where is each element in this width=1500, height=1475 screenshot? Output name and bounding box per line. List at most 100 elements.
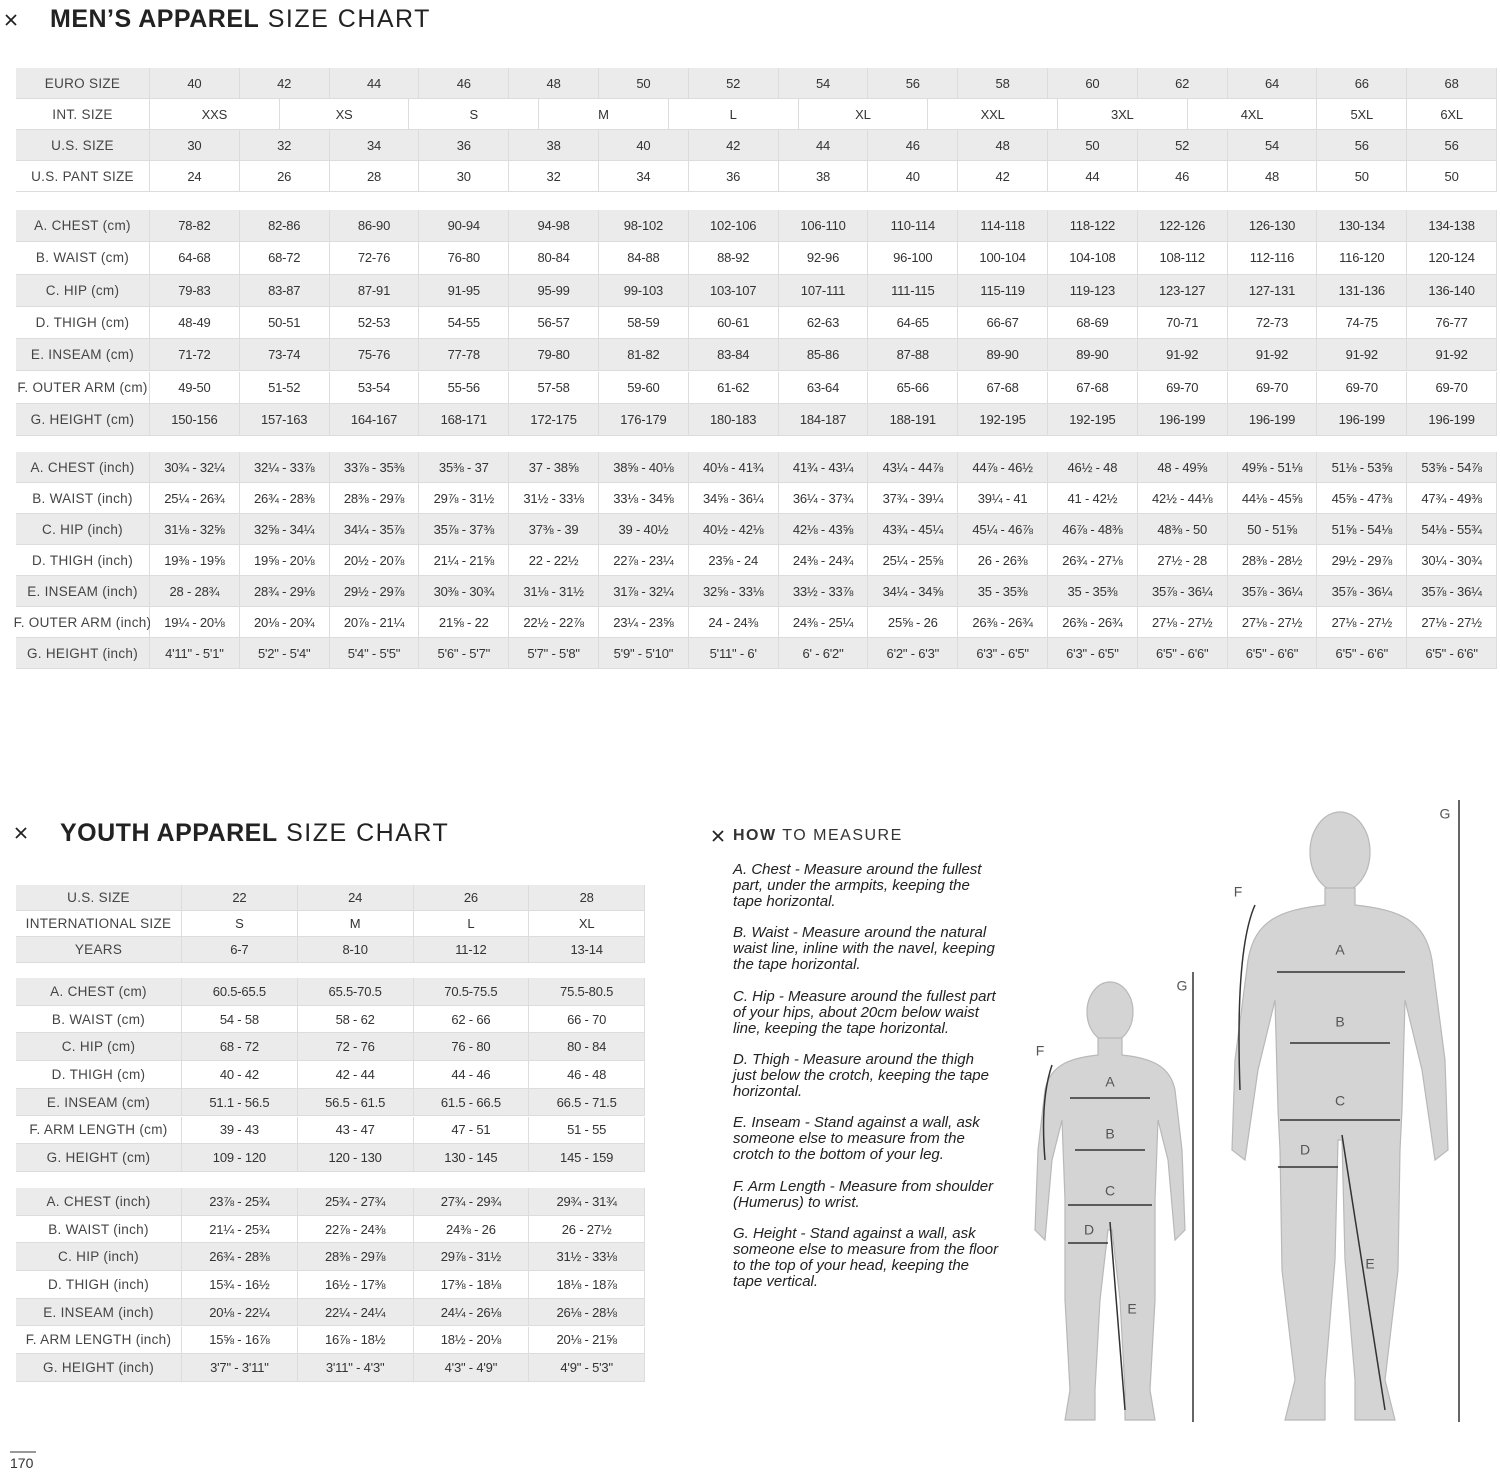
table-cell: 80-84: [509, 242, 599, 275]
measure-instruction: D. Thigh - Measure around the thigh just…: [733, 1051, 989, 1100]
table-cell: 22⅞ - 23¼: [599, 545, 689, 576]
table-cell: 94-98: [509, 210, 599, 243]
table-cell: 29¾ - 31¾: [529, 1188, 645, 1216]
table-cell: 31⅛ - 32⅝: [150, 514, 240, 545]
table-cell: 192-195: [958, 403, 1048, 437]
table-cell: 31⅞ - 32¼: [599, 576, 689, 607]
table-cell: 51⅛ - 53⅝: [1317, 452, 1408, 483]
table-cell: 58: [958, 68, 1048, 99]
table-cell: 110-114: [868, 210, 959, 243]
table-cell: 109 - 120: [182, 1144, 298, 1172]
youth-title-rest: SIZE CHART: [286, 819, 450, 847]
table-cell: 32⅝ - 33⅛: [688, 576, 779, 607]
table-cell: 76-80: [419, 242, 510, 275]
table-cell: 66: [1317, 68, 1408, 99]
row-label: D. THIGH (cm): [16, 306, 150, 340]
table-cell: 44⅞ - 46½: [958, 452, 1048, 483]
table-cell: 40⅛ - 41¾: [688, 452, 779, 483]
table-cell: 33⅛ - 34⅝: [599, 483, 689, 514]
table-cell: 107-111: [778, 274, 869, 307]
table-cell: 24: [150, 161, 240, 192]
table-cell: 39¼ - 41: [958, 483, 1048, 514]
table-cell: 62-63: [778, 306, 869, 340]
table-cell: 54: [778, 68, 869, 99]
table-cell: 184-187: [778, 403, 869, 437]
table-cell: 28: [529, 885, 645, 911]
measure-heading: HOW TO MEASURE: [733, 827, 903, 845]
measure-instruction: A. Chest - Measure around the fullest pa…: [733, 861, 982, 910]
figure-label: E: [1127, 1301, 1136, 1317]
table-cell: 20⅛ - 21⅝: [529, 1326, 645, 1355]
table-cell: 60-61: [688, 306, 779, 340]
table-cell: 40: [599, 130, 689, 161]
table-cell: 44 - 46: [413, 1061, 530, 1089]
table-cell: 49-50: [150, 371, 240, 404]
table-cell: 41 - 42½: [1048, 483, 1138, 514]
table-cell: 72-76: [329, 242, 420, 275]
table-cell: 40 - 42: [182, 1061, 298, 1089]
table-cell: 54: [1227, 130, 1318, 161]
table-cell: 59-60: [599, 371, 689, 404]
table-cell: 56: [1317, 130, 1408, 161]
table-cell: 96-100: [868, 242, 959, 275]
table-cell: 42½ - 44⅛: [1137, 483, 1228, 514]
table-cell: XXS: [150, 99, 280, 130]
table-cell: 81-82: [599, 339, 689, 372]
table-cell: 130 - 145: [413, 1144, 530, 1172]
table-cell: 25¼ - 25⅝: [868, 545, 959, 576]
table-cell: 43¾ - 45¼: [868, 514, 959, 545]
table-cell: 35⅞ - 36¼: [1227, 576, 1318, 607]
table-cell: 47¾ - 49⅜: [1407, 483, 1497, 514]
table-cell: 23¼ - 23⅝: [599, 607, 689, 638]
table-cell: 62: [1137, 68, 1228, 99]
table-cell: 34¼ - 34⅝: [868, 576, 959, 607]
table-cell: 46: [868, 130, 959, 161]
row-label: A. CHEST (inch): [16, 1188, 182, 1216]
table-cell: 35⅞ - 36¼: [1317, 576, 1408, 607]
row-label: F. ARM LENGTH (cm): [16, 1116, 182, 1145]
table-cell: 19⅜ - 19⅝: [150, 545, 240, 576]
table-cell: 6XL: [1407, 99, 1497, 130]
table-cell: 21¼ - 25¾: [182, 1215, 298, 1244]
men-title: MEN’S APPAREL SIZE CHART: [50, 5, 431, 34]
measure-instruction: G. Height - Stand against a wall, ask so…: [733, 1225, 999, 1290]
table-cell: 3'7" - 3'11": [182, 1354, 298, 1382]
table-cell: 32¼ - 33⅞: [239, 452, 330, 483]
table-cell: 84-88: [599, 242, 689, 275]
measure-instruction: F. Arm Length - Measure from shoulder (H…: [733, 1178, 994, 1211]
table-cell: 24⅜ - 24¾: [778, 545, 869, 576]
table-cell: 36: [688, 161, 779, 192]
table-cell: 134-138: [1407, 210, 1497, 243]
table-cell: 58-59: [599, 306, 689, 340]
table-cell: 22 - 22½: [509, 545, 599, 576]
figure-label: A: [1335, 942, 1345, 958]
table-cell: 34: [329, 130, 420, 161]
table-cell: 46⅞ - 48⅜: [1048, 514, 1138, 545]
table-cell: 6'2" - 6'3": [868, 638, 959, 669]
table-cell: 104-108: [1048, 242, 1138, 275]
table-cell: L: [413, 911, 530, 937]
table-cell: 40: [150, 68, 240, 99]
table-cell: 98-102: [599, 210, 689, 243]
table-cell: 90-94: [419, 210, 510, 243]
table-cell: 6'5" - 6'6": [1317, 638, 1408, 669]
figure-label: B: [1335, 1014, 1344, 1030]
table-cell: 5'9" - 5'10": [599, 638, 689, 669]
table-cell: 75.5-80.5: [529, 978, 645, 1006]
table-cell: 34: [599, 161, 689, 192]
table-cell: 19¼ - 20⅛: [150, 607, 240, 638]
table-cell: 56: [868, 68, 959, 99]
table-cell: 35⅜ - 37: [419, 452, 510, 483]
table-cell: 66.5 - 71.5: [529, 1088, 645, 1117]
table-cell: 111-115: [868, 274, 959, 307]
table-cell: 53-54: [329, 371, 420, 404]
table-cell: 64-68: [150, 242, 240, 275]
table-cell: 91-95: [419, 274, 510, 307]
table-cell: 28 - 28¾: [150, 576, 240, 607]
table-cell: 44: [329, 68, 420, 99]
table-cell: 29½ - 29⅞: [329, 576, 420, 607]
table-cell: 26¾ - 28⅜: [182, 1243, 298, 1272]
table-cell: 6'5" - 6'6": [1407, 638, 1497, 669]
table-cell: 56-57: [509, 306, 599, 340]
table-cell: 32⅝ - 34¼: [239, 514, 330, 545]
